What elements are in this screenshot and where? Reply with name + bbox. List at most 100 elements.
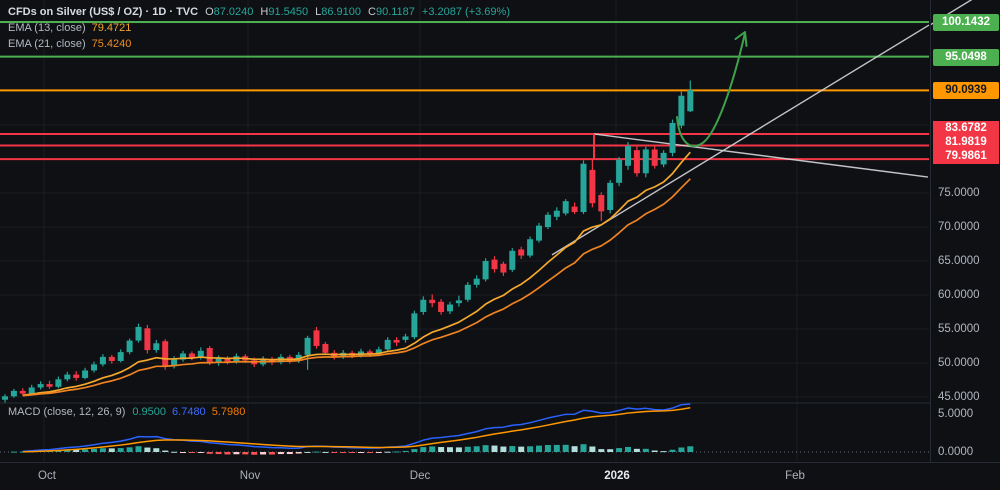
time-axis-label: Nov [239,470,261,482]
macd-histogram-bar [224,452,231,455]
candle-body [108,356,115,361]
price-tick: 65.0000 [938,255,980,267]
low-value: 86.9100 [321,6,362,18]
macd-tick: 5.0000 [938,408,974,420]
candle-body [491,259,498,270]
macd-histogram-bar [375,452,382,453]
price-axis[interactable]: 75.0000 70.0000 65.0000 60.0000 55.0000 50.00… [930,0,1000,462]
macd-histogram-bar [473,446,480,452]
time-axis-label: Dec [409,470,431,482]
macd-signal-value: 5.7980 [211,406,246,418]
ascending-trendline[interactable] [551,24,930,256]
candle-body [642,149,649,174]
macd-histogram-bar [331,452,338,453]
macd-histogram-bar [500,446,507,452]
candle-body [464,284,471,300]
macd-histogram-bar [402,450,409,452]
macd-histogram-bar [233,452,240,455]
macd-histogram-bar [64,449,71,452]
macd-histogram-bar [295,452,302,454]
macd-histogram-bar [527,446,534,452]
ema21-legend-row: EMA (21, close) 75.4240 [8,36,510,52]
macd-hist-value: 0.9500 [132,406,167,418]
ema21-value: 75.4240 [91,38,132,50]
candle-body [126,340,133,353]
price-chart[interactable] [0,0,930,462]
macd-histogram-bar [491,445,498,452]
projection-arrow [676,32,746,147]
candle-body [447,304,453,312]
macd-signal-line [22,407,691,453]
macd-histogram-bar [669,449,676,452]
candle-body [429,299,436,304]
projection-arrow-head [734,31,748,47]
candle-body [117,352,124,361]
candle-body [295,354,302,361]
candle-body [313,330,320,346]
candle-body [607,182,614,210]
macd-histogram-bar [340,452,347,453]
candle-body [46,384,53,387]
macd-histogram-bar [455,447,462,452]
open-label: O [205,6,214,18]
time-axis-label: Oct [38,470,56,482]
macd-histogram-bar [438,447,445,452]
candle-body [82,370,89,378]
candle-body [64,374,71,380]
open-value: 87.0240 [213,6,254,18]
macd-histogram-bar [91,448,97,452]
change-value: +3.2087 (+3.69%) [421,6,510,18]
candle-body [91,364,97,371]
candle-body [304,337,311,355]
candle-body [553,210,560,217]
candle-body [678,95,685,126]
candle-body [322,343,329,353]
candle-body [509,250,516,270]
macd-histogram-bar [464,446,471,452]
price-level-badge: 79.9861 [933,148,999,164]
macd-histogram-bar [108,448,115,452]
macd-histogram-bar [411,449,418,452]
macd-histogram-bar [197,452,204,453]
price-tick: 75.0000 [938,187,980,199]
macd-histogram-bar [447,447,453,452]
macd-histogram-bar [633,448,640,452]
candle-body [224,358,231,362]
macd-histogram-bar [589,446,596,452]
descending-trendline[interactable] [593,133,929,178]
macd-histogram-bar [642,448,649,452]
candle-body [366,351,373,355]
macd-histogram-bar [215,452,222,455]
time-axis-label: 2026 [604,470,630,482]
candle-body [55,379,62,387]
macd-histogram-bar [518,446,525,452]
close-value: 90.1187 [375,6,415,18]
candle-body [625,146,631,166]
candle-body [500,263,507,273]
macd-histogram-bar [571,446,578,452]
price-level-badge: 83.6782 [933,120,999,136]
candle-body [482,261,489,280]
price-tick: 50.0000 [938,357,980,369]
candle-body [215,358,222,363]
ema-13-line [22,151,691,397]
macd-histogram-bar [687,446,694,452]
macd-histogram-bar [251,452,258,455]
candle-body [197,350,204,358]
macd-histogram-bar [562,444,569,452]
macd-histogram-bar [153,448,160,452]
macd-histogram-bar [180,452,186,453]
time-axis-label: Feb [785,470,805,482]
macd-histogram-bar [607,449,614,452]
candle-body [171,359,178,366]
ema13-label: EMA (13, close) [8,22,86,34]
macd-histogram-bar [553,444,560,452]
candle-body [669,122,676,153]
macd-histogram-bar [117,448,124,452]
candle-body [633,150,640,174]
ema13-value: 79.4721 [91,22,132,34]
macd-line [22,403,691,453]
candle-body [99,356,106,365]
time-axis[interactable]: Oct Nov Dec 2026 Feb [0,462,1000,490]
